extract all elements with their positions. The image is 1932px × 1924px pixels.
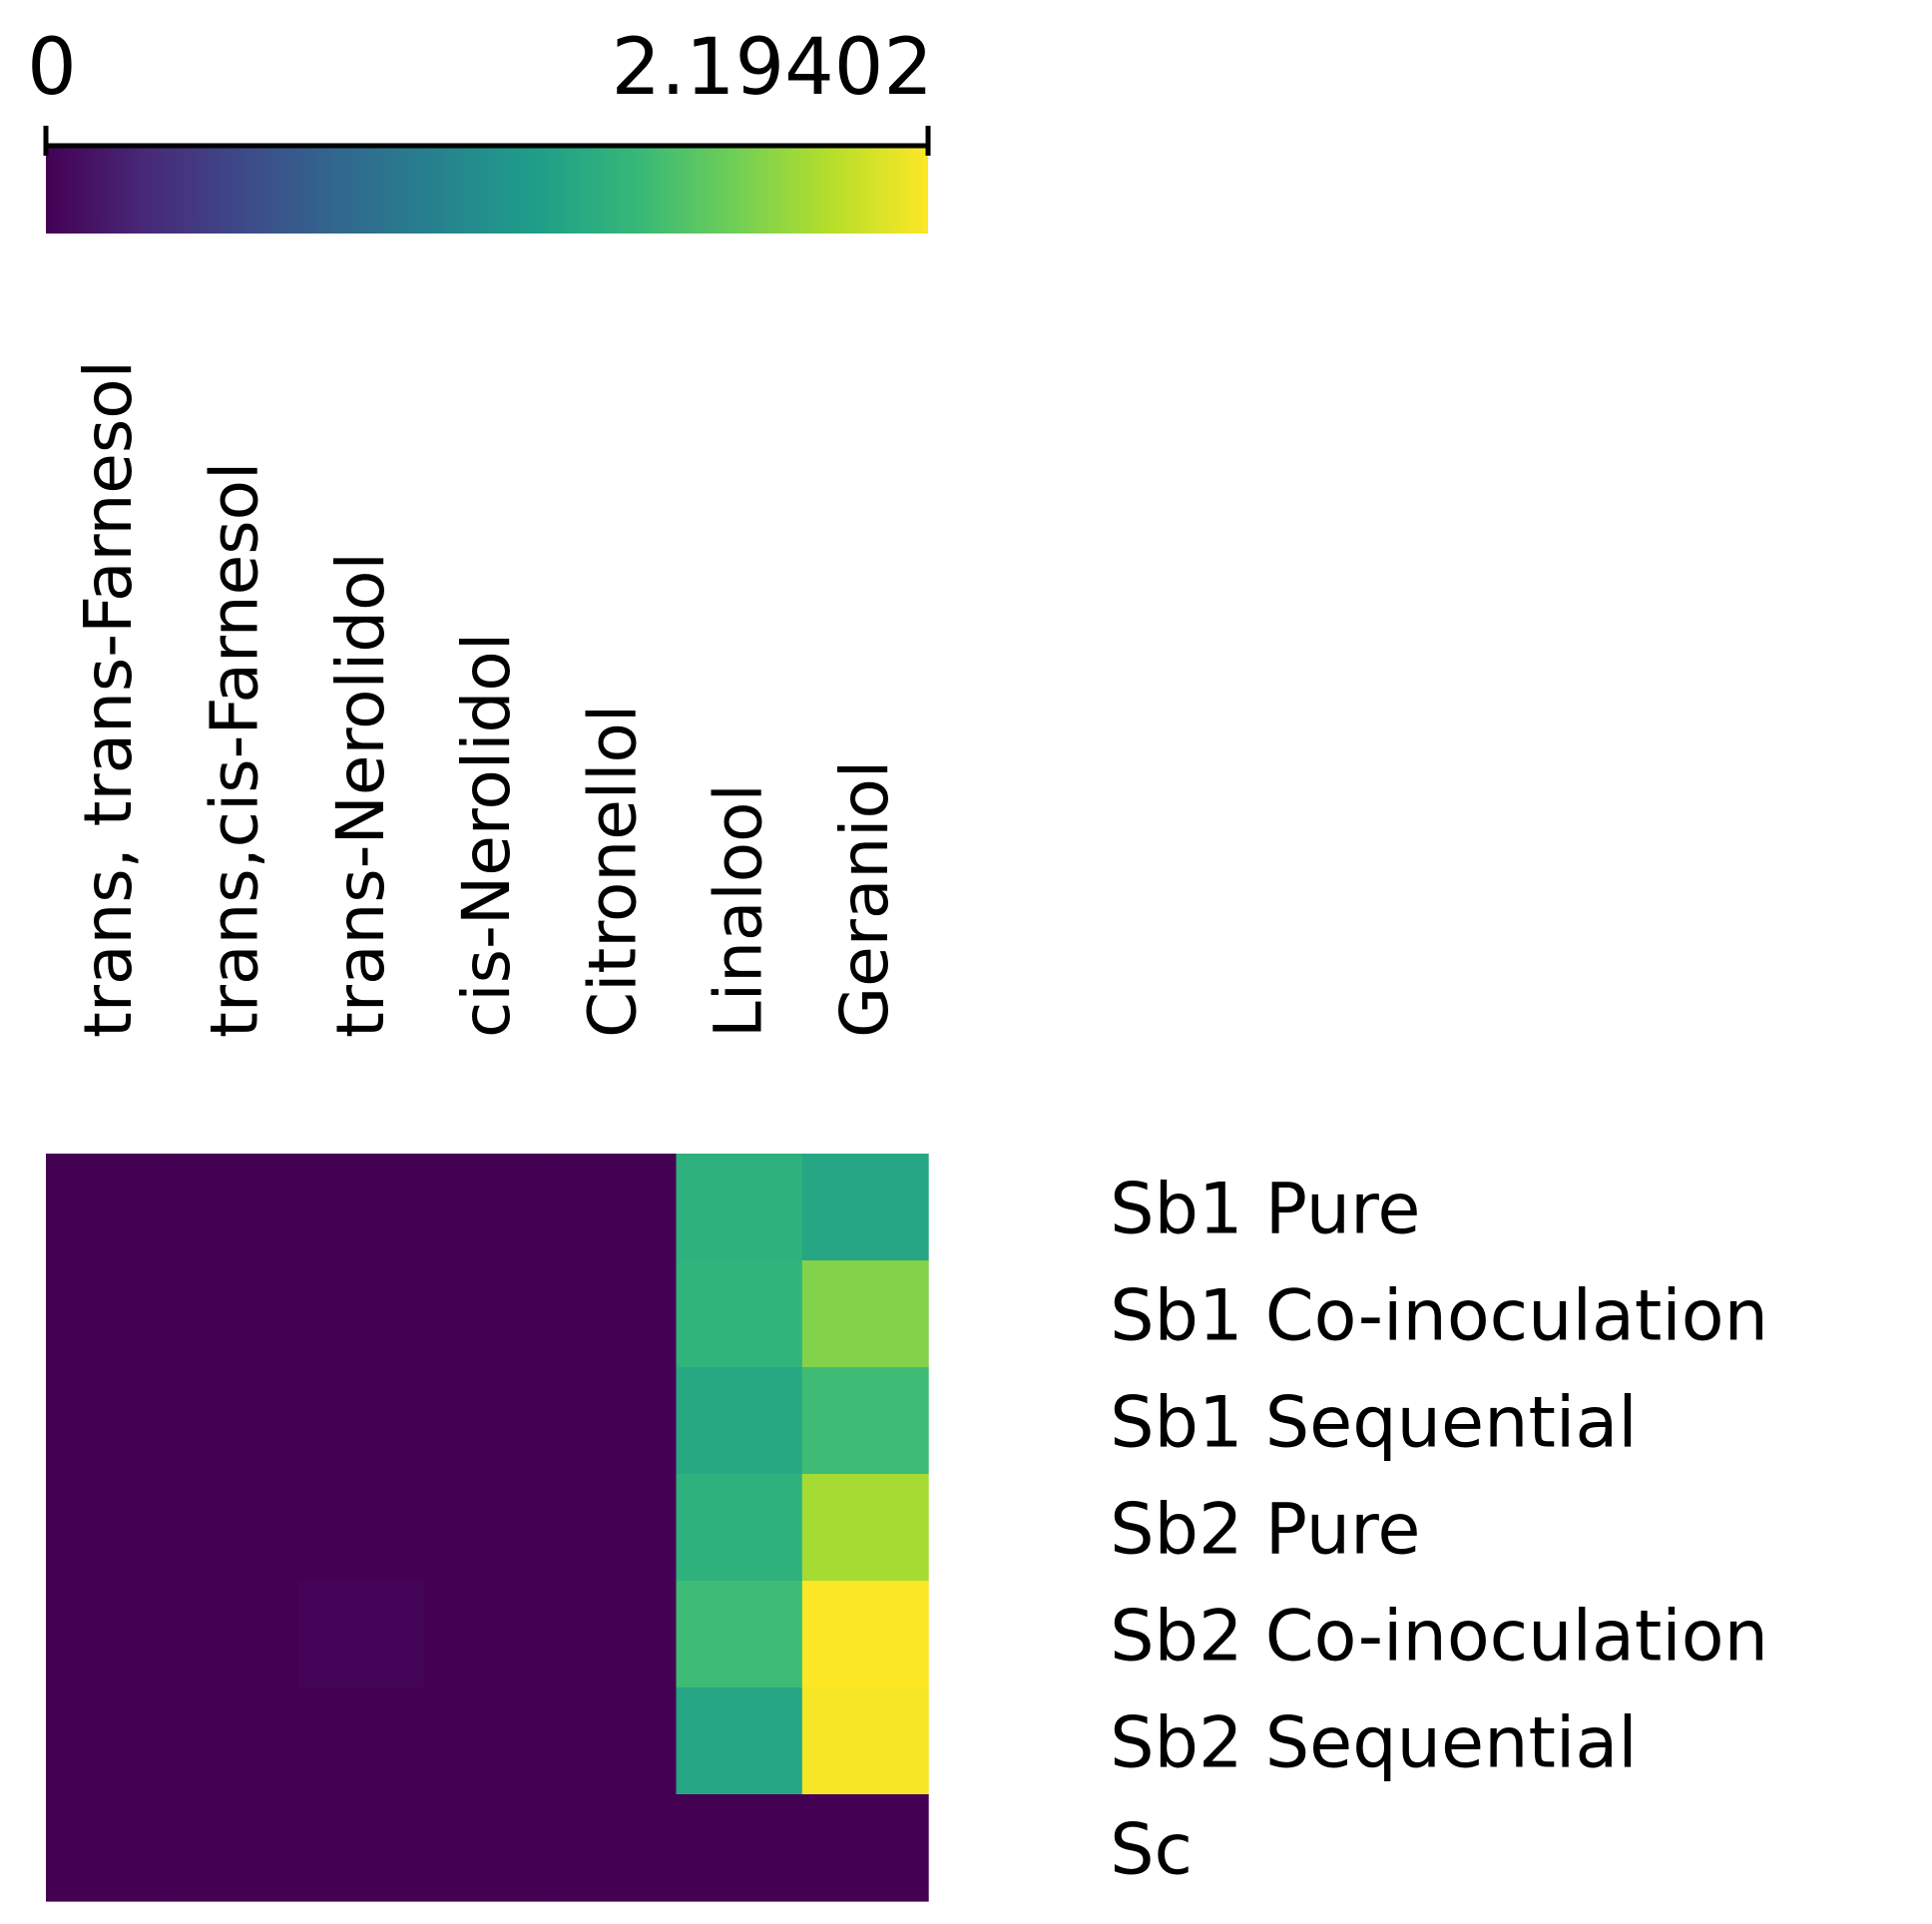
heatmap-cell	[172, 1581, 299, 1688]
heatmap-cell	[550, 1260, 678, 1368]
column-labels: trans, trans-Farnesol trans,cis-Farnesol t…	[70, 360, 903, 1038]
column-label: Citronellol	[574, 705, 651, 1038]
heatmap-cells	[46, 1154, 929, 1902]
heatmap-cell	[550, 1794, 678, 1902]
heatmap-cell	[46, 1687, 173, 1795]
heatmap-cell	[297, 1581, 425, 1688]
heatmap-cell	[801, 1687, 929, 1795]
colorbar-max-label: 2.19402	[611, 23, 933, 113]
heatmap-cell	[801, 1581, 929, 1688]
colorbar-min-label: 0	[27, 23, 77, 113]
heatmap-cell	[423, 1367, 551, 1475]
row-label: Sb1 Co-inoculation	[1110, 1275, 1768, 1357]
heatmap-cell	[46, 1794, 173, 1902]
heatmap-cell	[676, 1687, 803, 1795]
heatmap-cell	[676, 1260, 803, 1368]
heatmap-cell	[550, 1687, 678, 1795]
row-label: Sb1 Pure	[1110, 1169, 1420, 1250]
heatmap-cell	[46, 1367, 173, 1475]
heatmap-cell	[423, 1581, 551, 1688]
column-label: Geraniol	[826, 760, 903, 1038]
heatmap-cell	[550, 1474, 678, 1582]
heatmap-cell	[676, 1474, 803, 1582]
heatmap-cell	[676, 1794, 803, 1902]
heatmap-cell	[423, 1687, 551, 1795]
row-label: Sb2 Sequential	[1110, 1702, 1638, 1784]
heatmap-cell	[550, 1154, 678, 1261]
heatmap-cell	[172, 1794, 299, 1902]
heatmap-cell	[172, 1687, 299, 1795]
heatmap-cell	[297, 1794, 425, 1902]
colorbar-gradient	[46, 148, 928, 234]
heatmap-cell	[550, 1581, 678, 1688]
heatmap-cell	[676, 1367, 803, 1475]
row-label: Sb2 Pure	[1110, 1489, 1420, 1571]
row-label: Sb2 Co-inoculation	[1110, 1596, 1768, 1678]
column-label: trans, trans-Farnesol	[70, 360, 147, 1038]
heatmap-cell	[676, 1581, 803, 1688]
heatmap-cell	[172, 1154, 299, 1261]
column-label: trans,cis-Farnesol	[197, 462, 273, 1038]
heatmap-cell	[801, 1154, 929, 1261]
heatmap-cell	[423, 1154, 551, 1261]
heatmap-cell	[172, 1367, 299, 1475]
heatmap-cell	[423, 1260, 551, 1368]
heatmap-cell	[172, 1260, 299, 1368]
heatmap-cell	[423, 1474, 551, 1582]
heatmap-cell	[46, 1581, 173, 1688]
heatmap-cell	[801, 1794, 929, 1902]
column-label: trans-Nerolidol	[322, 552, 399, 1038]
heatmap-cell	[550, 1367, 678, 1475]
heatmap-cell	[46, 1154, 173, 1261]
column-label: Linalool	[701, 783, 777, 1038]
column-label: cis-Nerolidol	[448, 633, 525, 1038]
heatmap-cell	[172, 1474, 299, 1582]
heatmap-cell	[297, 1154, 425, 1261]
row-label: Sc	[1110, 1809, 1193, 1891]
heatmap-cell	[423, 1794, 551, 1902]
heatmap-cell	[297, 1260, 425, 1368]
heatmap-cell	[801, 1260, 929, 1368]
heatmap-cell	[801, 1474, 929, 1582]
colorbar: 0 2.19402	[27, 23, 933, 234]
heatmap-cell	[46, 1260, 173, 1368]
heatmap-cell	[46, 1474, 173, 1582]
heatmap-cell	[297, 1367, 425, 1475]
heatmap-cell	[801, 1367, 929, 1475]
heatmap-cell	[297, 1687, 425, 1795]
heatmap-cell	[297, 1474, 425, 1582]
row-labels: Sb1 Pure Sb1 Co-inoculation Sb1 Sequential…	[1110, 1169, 1768, 1891]
row-label: Sb1 Sequential	[1110, 1382, 1638, 1464]
heatmap-cell	[676, 1154, 803, 1261]
